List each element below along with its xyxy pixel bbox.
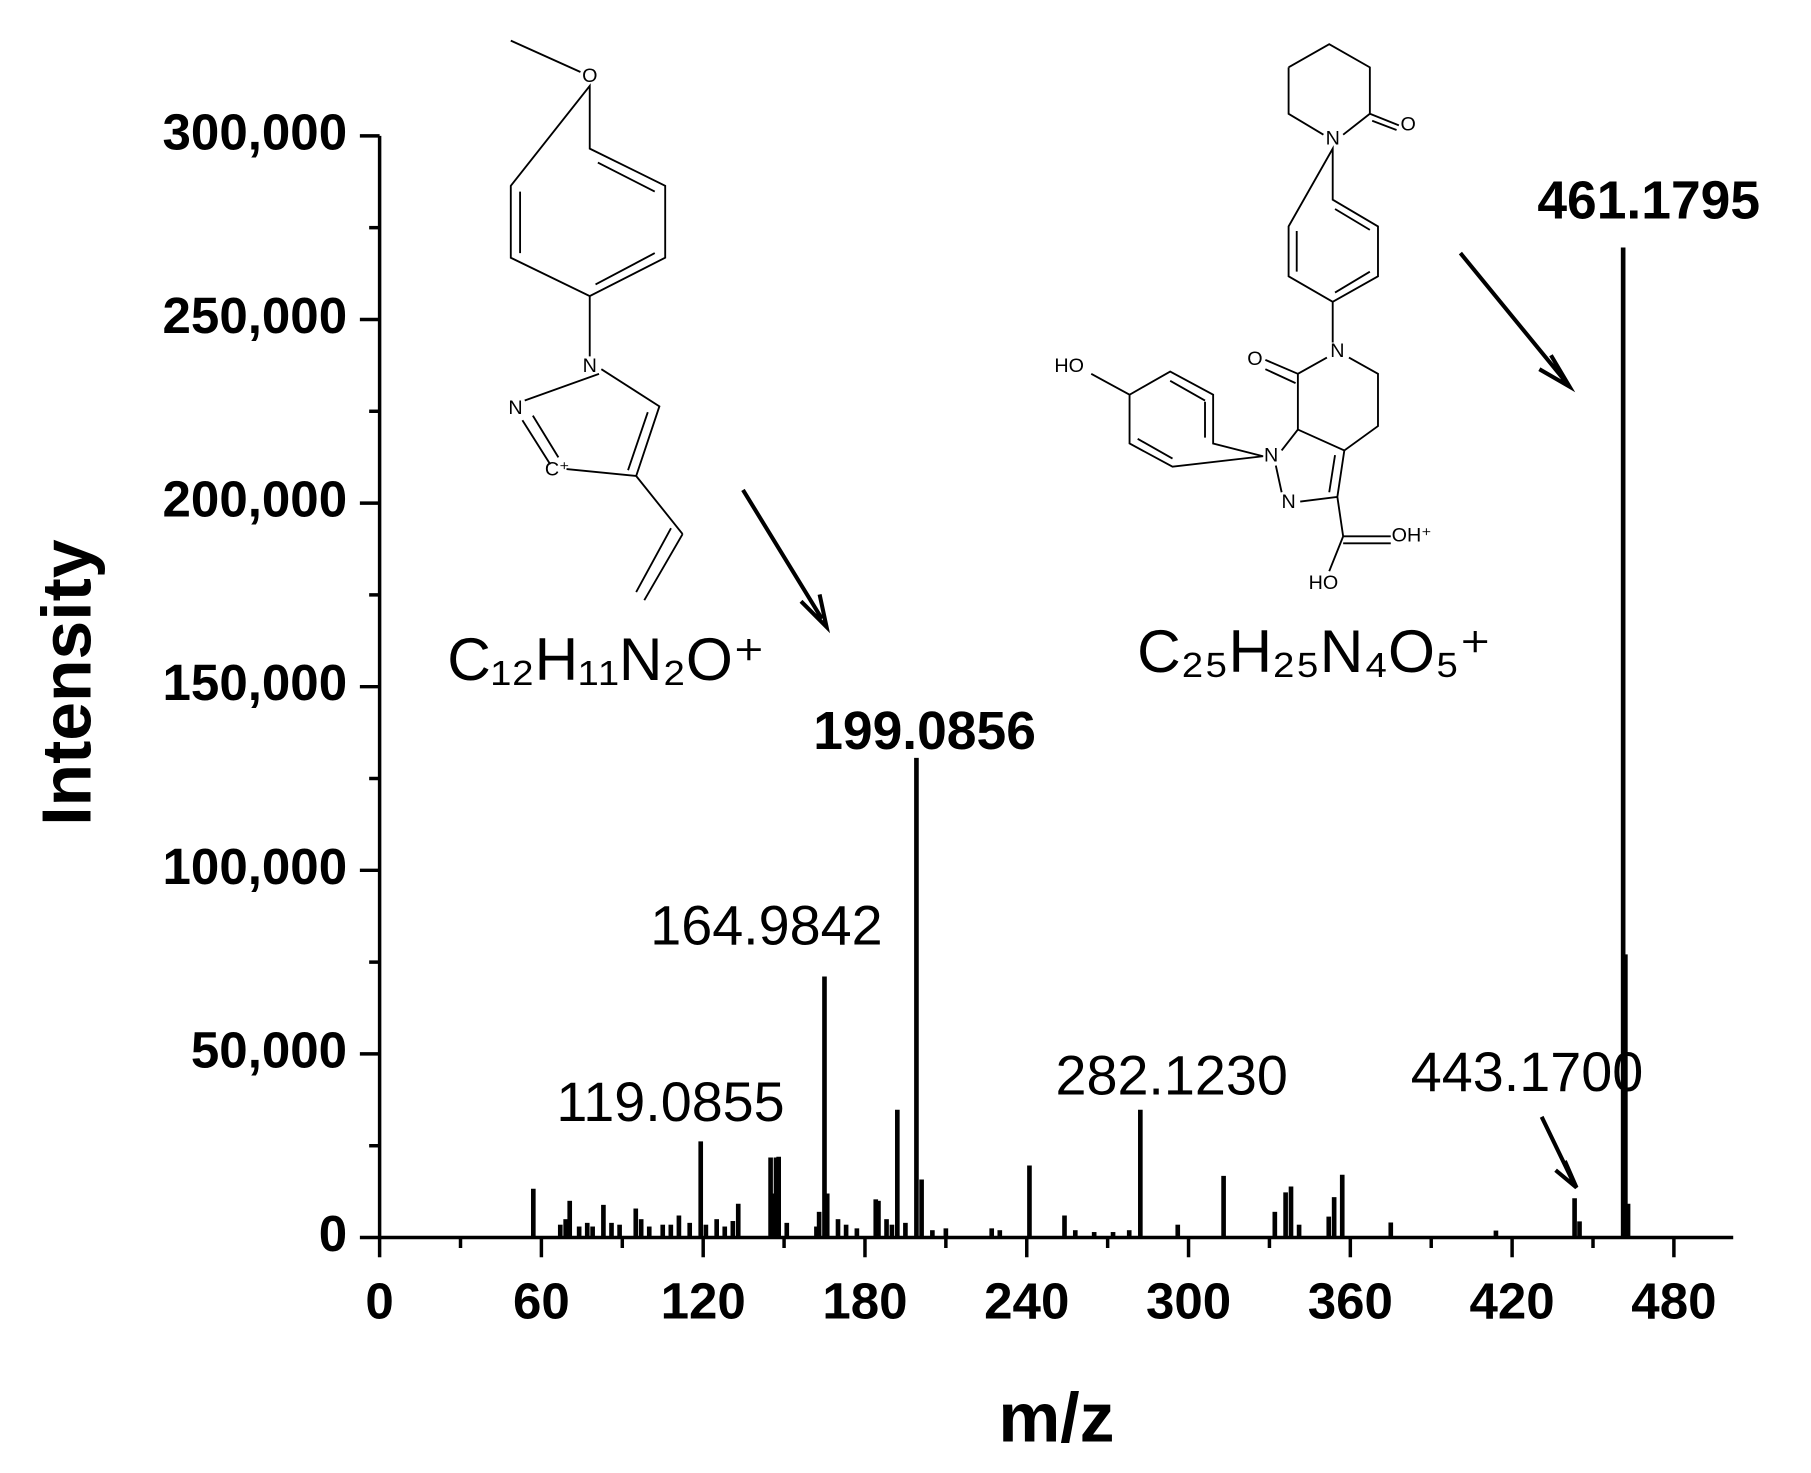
atom-label: O — [1247, 348, 1262, 370]
y-tick-label: 200,000 — [163, 471, 348, 528]
x-tick-label: 180 — [822, 1272, 907, 1329]
atom-label: HO — [1309, 572, 1339, 594]
peak-label: 461.1795 — [1537, 172, 1760, 231]
x-tick-label: 240 — [984, 1272, 1069, 1329]
atom-label: O — [582, 65, 597, 87]
y-tick-label: 300,000 — [163, 103, 348, 160]
x-tick-label: 480 — [1631, 1272, 1716, 1329]
peak-label: 443.1700 — [1411, 1041, 1643, 1103]
atom-label: OH⁺ — [1392, 525, 1432, 547]
x-axis-title: m/z — [998, 1379, 1114, 1457]
atom-label: C⁺ — [545, 458, 570, 480]
y-tick-label: 250,000 — [163, 287, 348, 344]
atom-label: O — [1400, 114, 1415, 136]
atom-label: N — [1264, 444, 1278, 466]
atom-label: N — [508, 397, 522, 419]
peak-label: 119.0855 — [556, 1071, 784, 1133]
x-tick-label: 120 — [661, 1272, 746, 1329]
peak-label: 164.9842 — [650, 895, 882, 957]
x-tick-label: 60 — [513, 1272, 570, 1329]
y-tick-label: 0 — [319, 1205, 347, 1262]
x-tick-label: 0 — [365, 1272, 393, 1329]
atom-label: HO — [1054, 355, 1084, 377]
x-tick-label: 300 — [1146, 1272, 1231, 1329]
atom-label: N — [1281, 491, 1295, 513]
atom-label: N — [1330, 340, 1344, 362]
y-axis-title: Intensity — [27, 539, 105, 826]
label-arrow — [1539, 1115, 1579, 1190]
peak-label: 282.1230 — [1055, 1044, 1287, 1106]
peak-label: 199.0856 — [813, 702, 1036, 761]
structure-2 — [1090, 43, 1576, 572]
y-tick-label: 50,000 — [191, 1021, 347, 1078]
formula: C₁₂H₁₁N₂O⁺ — [447, 625, 765, 693]
atom-label: N — [583, 355, 597, 377]
formula: C₂₅H₂₅N₄O₅⁺ — [1137, 617, 1491, 685]
x-tick-label: 420 — [1470, 1272, 1555, 1329]
y-tick-label: 100,000 — [163, 838, 348, 895]
x-tick-label: 360 — [1308, 1272, 1393, 1329]
structure-1 — [509, 39, 830, 634]
atom-label: N — [1326, 128, 1340, 150]
y-tick-label: 150,000 — [163, 654, 348, 711]
